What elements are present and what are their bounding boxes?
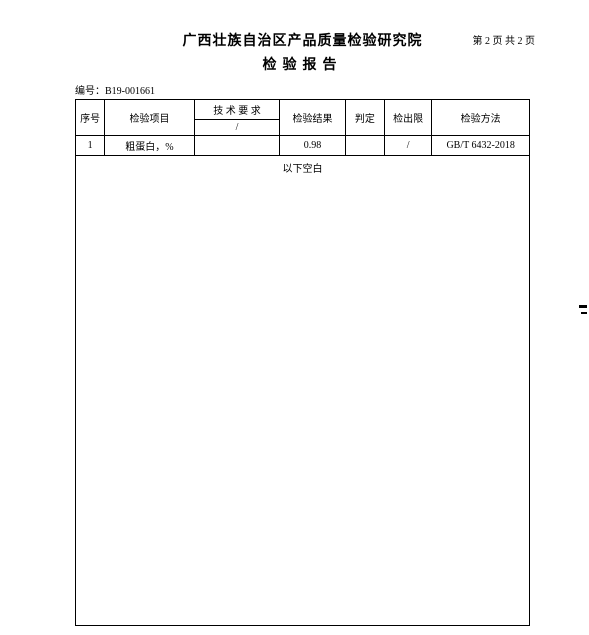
col-result: 检验结果	[280, 100, 345, 136]
table-header-row: 序号 检验项目 技 术 要 求 检验结果 判定 检出限 检验方法	[76, 100, 530, 120]
org-title: 广西壮族自治区产品质量检验研究院	[75, 30, 530, 50]
col-method: 检验方法	[432, 100, 530, 136]
cell-tech	[194, 136, 280, 156]
cell-basis: /	[385, 136, 432, 156]
blank-note: 以下空白	[283, 164, 323, 175]
col-tech-sub: /	[194, 120, 280, 136]
col-seq: 序号	[76, 100, 105, 136]
table-row: 1 粗蛋白，% 0.98 / GB/T 6432-2018	[76, 136, 530, 156]
scan-noise	[581, 312, 587, 314]
cell-item: 粗蛋白，%	[105, 136, 195, 156]
report-number: 编号：B19-001661	[75, 82, 530, 97]
col-tech: 技 术 要 求	[194, 100, 280, 120]
cell-judge	[345, 136, 384, 156]
col-judge: 判定	[345, 100, 384, 136]
page-number: 第 2 页 共 2 页	[473, 32, 536, 47]
col-item: 检验项目	[105, 100, 195, 136]
col-basis: 检出限	[385, 100, 432, 136]
inspection-table: 序号 检验项目 技 术 要 求 检验结果 判定 检出限 检验方法 / 1 粗蛋白…	[75, 99, 530, 156]
scan-noise	[579, 305, 587, 308]
cell-method: GB/T 6432-2018	[432, 136, 530, 156]
report-no-label: 编号：	[75, 86, 105, 97]
report-page: 广西壮族自治区产品质量检验研究院 第 2 页 共 2 页 检验报告 编号：B19…	[75, 30, 530, 626]
report-no-value: B19-001661	[105, 86, 155, 97]
cell-seq: 1	[76, 136, 105, 156]
report-body: 以下空白	[75, 156, 530, 626]
report-title: 检验报告	[75, 54, 530, 74]
cell-result: 0.98	[280, 136, 345, 156]
